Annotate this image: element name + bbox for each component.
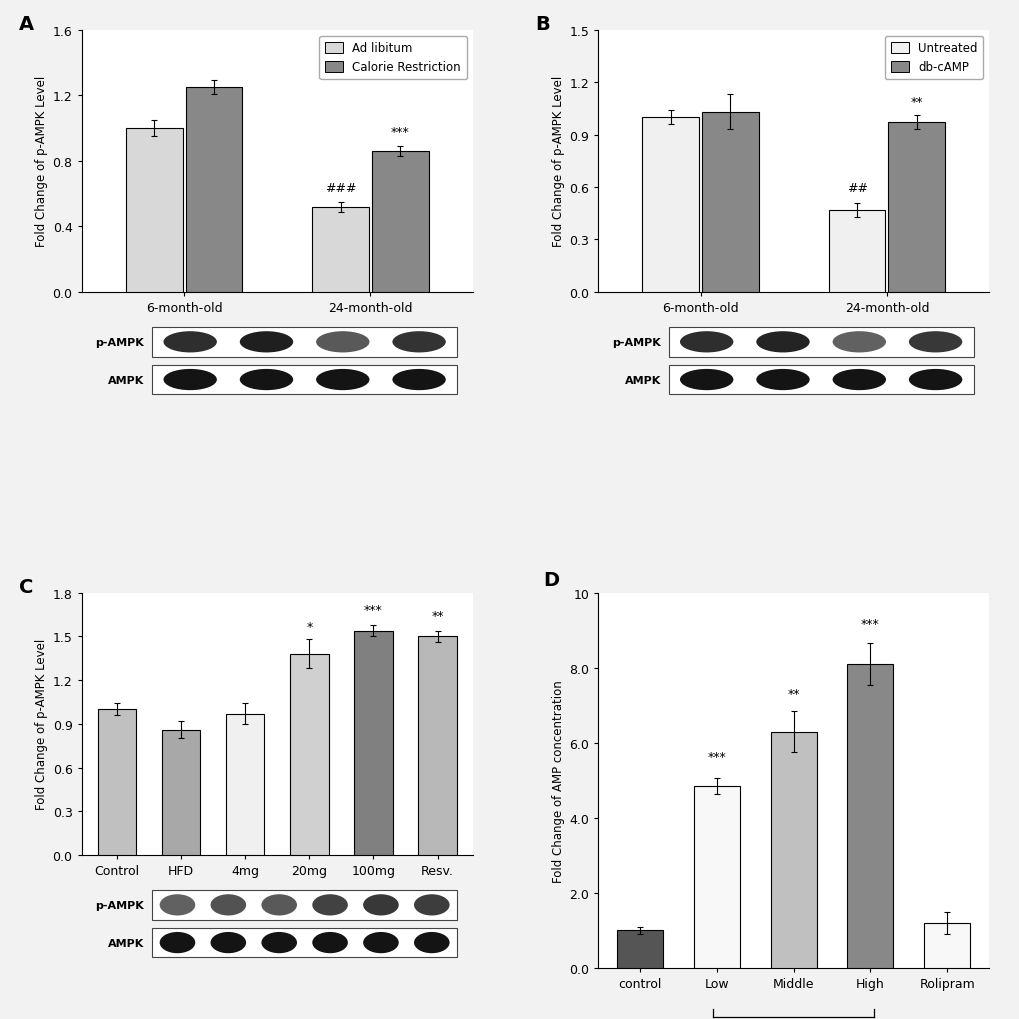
Text: p-AMPK: p-AMPK [96,900,144,910]
Y-axis label: Fold Change of p-AMPK Level: Fold Change of p-AMPK Level [36,76,48,248]
Text: D: D [543,571,558,590]
Text: ##: ## [846,181,867,195]
Ellipse shape [832,332,886,354]
Bar [152,366,457,395]
Y-axis label: Fold Change of p-AMPK Level: Fold Change of p-AMPK Level [36,639,48,810]
Bar [152,891,457,920]
Bar [642,118,698,292]
Ellipse shape [210,895,246,916]
Bar [667,328,973,358]
Bar [923,923,969,968]
Legend: Untreated, db-cAMP: Untreated, db-cAMP [884,37,982,81]
Ellipse shape [163,370,217,390]
Bar [372,152,428,292]
Text: *: * [306,621,312,634]
Ellipse shape [160,932,195,953]
Text: ***: *** [707,751,726,763]
Text: ###: ### [324,181,356,195]
Ellipse shape [163,332,217,354]
Bar [667,366,973,395]
Ellipse shape [312,895,347,916]
Ellipse shape [680,332,733,354]
Legend: Ad libitum, Calorie Restriction: Ad libitum, Calorie Restriction [319,37,467,81]
Ellipse shape [908,370,961,390]
Bar [152,928,457,958]
Bar [701,113,758,292]
Bar [888,123,945,292]
Text: **: ** [431,609,443,623]
Bar [693,787,740,968]
Bar [98,709,136,855]
Text: ***: *** [364,603,382,616]
Ellipse shape [160,895,195,916]
Y-axis label: Fold Change of p-AMPK Level: Fold Change of p-AMPK Level [551,76,565,248]
Bar [162,730,200,855]
Ellipse shape [239,332,292,354]
Bar [312,208,369,292]
Text: ***: *** [390,125,410,139]
Text: **: ** [787,687,799,700]
Text: **: ** [910,96,922,109]
Ellipse shape [312,932,347,953]
Ellipse shape [316,370,369,390]
Ellipse shape [832,370,886,390]
Ellipse shape [414,932,449,953]
Bar [125,128,182,292]
Ellipse shape [239,370,292,390]
Text: AMPK: AMPK [108,937,144,948]
Text: B: B [535,15,549,34]
Text: AMPK: AMPK [108,375,144,385]
Bar [616,930,662,968]
Bar [770,732,816,968]
Text: ***: *** [860,618,879,631]
Ellipse shape [755,370,809,390]
Ellipse shape [363,895,398,916]
Bar [289,654,328,855]
Ellipse shape [210,932,246,953]
Bar [354,631,392,855]
Text: p-AMPK: p-AMPK [96,337,144,347]
Bar [847,664,893,968]
Ellipse shape [261,932,297,953]
Y-axis label: Fold Change of AMP concentration: Fold Change of AMP concentration [551,680,565,881]
Text: C: C [19,578,34,596]
Ellipse shape [414,895,449,916]
Ellipse shape [392,370,445,390]
Bar [225,714,264,855]
Bar [152,328,457,358]
Text: A: A [19,15,34,34]
Bar [185,88,242,292]
Ellipse shape [261,895,297,916]
Ellipse shape [755,332,809,354]
Bar [828,211,884,292]
Ellipse shape [316,332,369,354]
Ellipse shape [363,932,398,953]
Bar [418,637,457,855]
Ellipse shape [908,332,961,354]
Ellipse shape [680,370,733,390]
Text: AMPK: AMPK [624,375,660,385]
Ellipse shape [392,332,445,354]
Text: p-AMPK: p-AMPK [611,337,660,347]
